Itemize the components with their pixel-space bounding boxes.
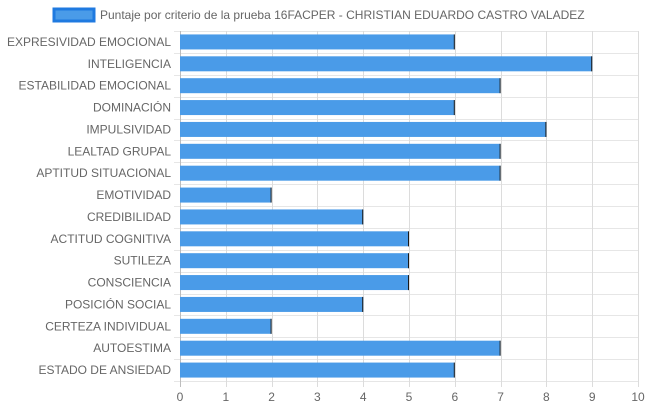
tick-label: 0	[177, 390, 184, 404]
tick-label: 3	[314, 390, 321, 404]
tick-label: 9	[589, 390, 596, 404]
tick-label: 8	[543, 390, 550, 404]
bar[interactable]	[180, 362, 455, 378]
category-label: SUTILEZA	[114, 254, 171, 268]
tick-label: 4	[360, 390, 367, 404]
bar[interactable]	[180, 340, 501, 356]
category-label: AUTOESTIMA	[93, 341, 171, 355]
category-label: EXPRESIVIDAD EMOCIONAL	[7, 35, 171, 49]
chart-grid	[174, 31, 639, 387]
tick-label: 2	[268, 390, 275, 404]
bar[interactable]	[180, 165, 501, 181]
tick-label: 7	[497, 390, 504, 404]
tick-label: 10	[631, 390, 645, 404]
bar[interactable]	[180, 318, 272, 334]
bar[interactable]	[180, 253, 409, 269]
bar[interactable]	[180, 121, 547, 137]
bar[interactable]	[180, 56, 593, 72]
category-label: CONSCIENCIA	[88, 276, 171, 290]
bar[interactable]	[180, 34, 455, 50]
category-label: INTELIGENCIA	[88, 57, 171, 71]
tick-label: 1	[222, 390, 229, 404]
category-axis: EXPRESIVIDAD EMOCIONAL INTELIGENCIA ESTABI…	[7, 35, 171, 377]
category-label: POSICIÓN SOCIAL	[65, 296, 171, 311]
category-label: IMPULSIVIDAD	[86, 122, 171, 136]
category-label: APTITUD SITUACIONAL	[36, 166, 171, 180]
category-label: EMOTIVIDAD	[96, 188, 171, 202]
bar[interactable]	[180, 275, 409, 291]
category-label: DOMINACIÓN	[93, 100, 171, 115]
bar[interactable]	[180, 187, 272, 203]
category-label: ESTADO DE ANSIEDAD	[39, 363, 172, 377]
bar[interactable]	[180, 296, 364, 312]
bar[interactable]	[180, 100, 455, 116]
category-label: CERTEZA INDIVIDUAL	[45, 319, 171, 333]
chart-legend[interactable]: Puntaje por criterio de la prueba 16FACP…	[52, 7, 585, 23]
legend-swatch	[52, 7, 96, 23]
category-label: ACTITUD COGNITIVA	[51, 232, 171, 246]
tick-label: 5	[406, 390, 413, 404]
bar[interactable]	[180, 78, 501, 94]
chart-bars	[180, 34, 593, 378]
bar[interactable]	[180, 209, 364, 225]
bar[interactable]	[180, 231, 409, 247]
category-label: LEALTAD GRUPAL	[68, 144, 172, 158]
bar[interactable]	[180, 143, 501, 159]
value-axis: 0 1 2 3 4 5 6 7 8 9 10	[177, 390, 645, 404]
tick-label: 6	[451, 390, 458, 404]
legend-label: Puntaje por criterio de la prueba 16FACP…	[100, 8, 585, 22]
category-label: CREDIBILIDAD	[87, 210, 171, 224]
category-label: ESTABILIDAD EMOCIONAL	[19, 79, 172, 93]
